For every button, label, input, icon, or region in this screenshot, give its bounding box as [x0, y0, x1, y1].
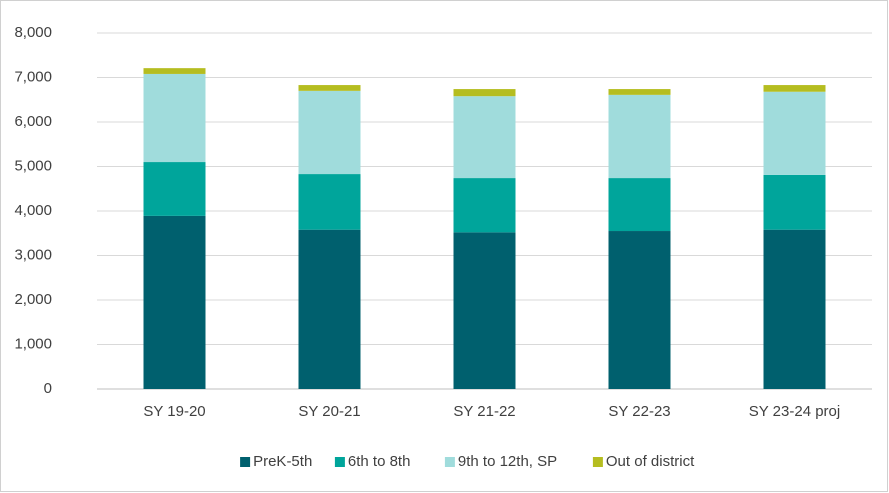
y-tick-label: 7,000 [14, 68, 52, 85]
bar-segment [608, 89, 671, 95]
bar-segment [298, 85, 361, 91]
bar-segment [298, 229, 361, 389]
x-tick-label: SY 20-21 [298, 403, 360, 420]
legend-swatch [240, 457, 251, 467]
bar-segment [608, 231, 671, 389]
y-tick-label: 1,000 [14, 335, 52, 352]
legend-label: 9th to 12th, SP [458, 453, 557, 470]
legend-swatch [334, 457, 345, 467]
legend-label: Out of district [606, 453, 695, 470]
y-tick-label: 0 [44, 380, 52, 397]
bar-segment [143, 68, 206, 74]
legend-swatch [592, 457, 603, 467]
legend-swatch [444, 457, 455, 467]
y-tick-label: 5,000 [14, 157, 52, 174]
bar-segment [453, 178, 516, 233]
bar-segment [453, 232, 516, 389]
bar-segment [608, 178, 671, 232]
x-tick-label: SY 21-22 [453, 403, 515, 420]
bar-segment [143, 73, 206, 163]
bar-segment [763, 85, 826, 92]
y-tick-label: 8,000 [14, 24, 52, 41]
y-tick-label: 6,000 [14, 113, 52, 130]
x-tick-label: SY 22-23 [608, 403, 670, 420]
bar-segment [453, 96, 516, 179]
y-tick-label: 4,000 [14, 202, 52, 219]
bar-segment [763, 174, 826, 230]
bar-segment [298, 90, 361, 175]
x-tick-label: SY 19-20 [143, 403, 205, 420]
legend-label: PreK-5th [253, 453, 312, 470]
y-tick-label: 2,000 [14, 291, 52, 308]
legend-label: 6th to 8th [348, 453, 411, 470]
x-tick-label: SY 23-24 proj [749, 403, 840, 420]
y-tick-label: 3,000 [14, 246, 52, 263]
bar-segment [453, 89, 516, 97]
bar-segment [763, 91, 826, 175]
bar-segment [298, 174, 361, 230]
bar-segment [143, 162, 206, 216]
bar-segment [143, 215, 206, 389]
bar-segment [608, 94, 671, 179]
bar-segment [763, 229, 826, 389]
